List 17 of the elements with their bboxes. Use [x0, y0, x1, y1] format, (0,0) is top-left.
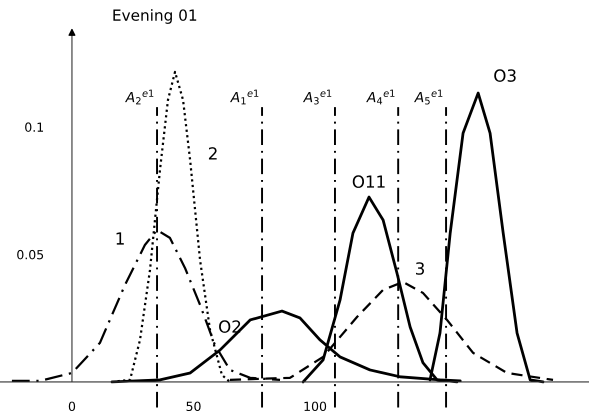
x-tick-label: 50 — [186, 402, 201, 412]
x-tick-label: 100 — [304, 402, 326, 412]
x-tick-label: 0 — [68, 402, 76, 412]
ref-line-label: A$_{3}$$^{e1}$ — [302, 90, 332, 104]
y-tick-label: 0.1 — [25, 122, 44, 132]
series-label: 3 — [416, 262, 424, 275]
series-label: O2 — [219, 320, 240, 333]
text: Evening 01 — [113, 9, 196, 24]
series-label: O11 — [352, 175, 385, 188]
series-label: 1 — [116, 232, 124, 245]
series-label: O3 — [494, 69, 516, 82]
series-label: 2 — [208, 147, 217, 160]
ref-line-label: A$_{5}$$^{e1}$ — [414, 90, 442, 104]
ref-line-label: A$_{1}$$^{e1}$ — [230, 90, 258, 104]
ref-line-label: A$_{4}$$^{e1}$ — [366, 90, 394, 104]
y-tick-label: 0.05 — [17, 250, 44, 260]
ref-line-label: A$_{2}$$^{e1}$ — [124, 90, 154, 104]
